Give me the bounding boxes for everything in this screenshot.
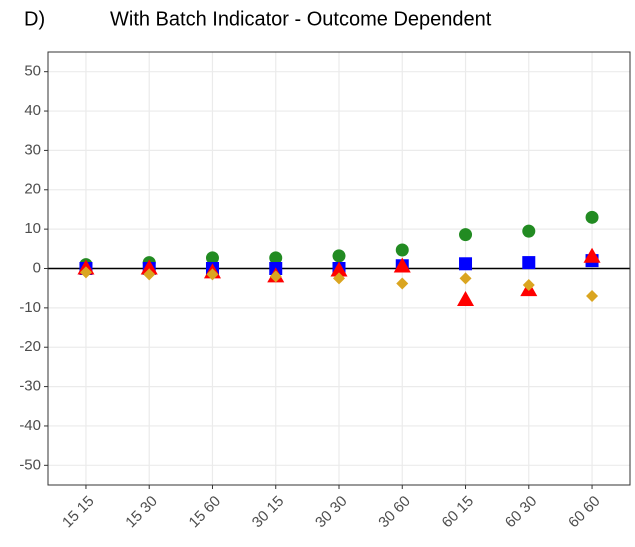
x-tick-label: 15 15 bbox=[59, 493, 98, 532]
y-tick-label: 50 bbox=[24, 63, 41, 80]
y-tick-label: -40 bbox=[19, 417, 41, 434]
y-tick-label: 0 bbox=[33, 259, 41, 276]
point bbox=[206, 268, 219, 281]
point bbox=[522, 224, 536, 238]
point bbox=[459, 228, 473, 242]
x-tick-label: 30 15 bbox=[249, 493, 288, 532]
y-tick-label: 20 bbox=[24, 181, 41, 198]
panel-border bbox=[47, 51, 631, 486]
point bbox=[522, 279, 535, 292]
y-tick-label: 40 bbox=[24, 102, 41, 119]
point bbox=[79, 266, 92, 279]
x-tick-label: 30 60 bbox=[375, 493, 414, 532]
point bbox=[459, 257, 473, 271]
point bbox=[393, 257, 411, 273]
x-tick-label: 60 30 bbox=[502, 493, 541, 532]
x-tick-label: 30 30 bbox=[312, 493, 351, 532]
point bbox=[586, 290, 599, 303]
y-tick-label: 30 bbox=[24, 141, 41, 158]
point bbox=[332, 249, 346, 263]
x-tick-label: 15 30 bbox=[122, 493, 161, 532]
chart-title: With Batch Indicator - Outcome Dependent bbox=[110, 8, 492, 30]
point bbox=[269, 270, 282, 283]
point bbox=[205, 251, 219, 265]
y-tick-label: -20 bbox=[19, 338, 41, 355]
point bbox=[269, 251, 283, 265]
x-tick-label: 15 60 bbox=[186, 493, 225, 532]
point bbox=[140, 259, 158, 275]
point bbox=[143, 268, 156, 281]
y-tick-label: -30 bbox=[19, 378, 41, 395]
point bbox=[395, 243, 409, 257]
point bbox=[457, 290, 475, 306]
point bbox=[583, 247, 601, 263]
point bbox=[585, 210, 599, 224]
x-tick-label: 60 15 bbox=[439, 493, 478, 532]
y-tick-label: -50 bbox=[19, 456, 41, 473]
x-tick-label: 60 60 bbox=[565, 493, 604, 532]
point bbox=[330, 261, 348, 277]
point bbox=[459, 272, 472, 285]
y-tick-label: 10 bbox=[24, 220, 41, 237]
point bbox=[522, 256, 536, 270]
panel-label: D) bbox=[24, 8, 45, 30]
y-tick-label: -10 bbox=[19, 299, 41, 316]
point bbox=[333, 272, 345, 285]
point bbox=[396, 277, 409, 290]
